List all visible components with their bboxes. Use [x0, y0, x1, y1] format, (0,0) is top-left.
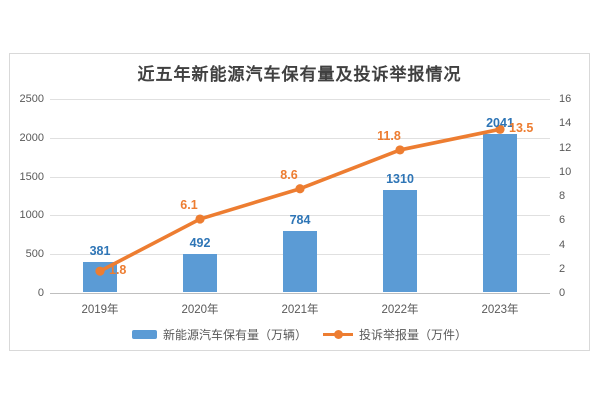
x-axis-label: 2022年 [381, 304, 419, 316]
line-data-label: 8.6 [280, 167, 298, 182]
chart-container: 近五年新能源汽车保有量及投诉举报情况 0 500 1000 1500 2000 2500 0… [9, 53, 590, 351]
bar-2023年 [483, 133, 517, 292]
plot-area [50, 99, 550, 294]
x-axis-line [50, 293, 550, 294]
legend-line-marker-icon [323, 330, 353, 339]
right-axis-tick: 2 [559, 262, 566, 275]
right-axis-tick: 4 [559, 238, 566, 251]
x-axis-label: 2021年 [281, 304, 319, 316]
right-axis-tick: 0 [559, 287, 566, 299]
gridline [50, 215, 550, 217]
right-axis-tick: 14 [559, 117, 572, 130]
bar-data-label: 381 [89, 244, 111, 259]
chart-title: 近五年新能源汽车保有量及投诉举报情况 [137, 65, 462, 84]
bar-2020年 [183, 253, 217, 292]
right-axis-tick: 12 [559, 141, 572, 154]
line-point [195, 214, 205, 224]
legend-item: 投诉举报量（万件） [323, 326, 467, 343]
bar-data-label: 492 [189, 235, 211, 250]
gridline [50, 176, 550, 178]
legend-bar-swatch-icon [131, 330, 157, 339]
legend: 新能源汽车保有量（万辆） 投诉举报量（万件） [10, 326, 589, 343]
x-axis-label: 2020年 [181, 304, 219, 316]
right-axis-tick: 16 [559, 93, 572, 105]
left-axis-tick: 1000 [19, 209, 44, 222]
line-point [395, 145, 405, 155]
legend-label: 投诉举报量（万件） [359, 328, 468, 342]
legend-item: 新能源汽车保有量（万辆） [131, 326, 307, 343]
right-axis-tick: 6 [559, 214, 566, 227]
left-axis-tick: 2500 [19, 93, 44, 105]
bar-data-label: 1310 [386, 172, 414, 187]
line-path [98, 127, 502, 273]
line-point [495, 124, 505, 134]
bar-data-label: 2041 [486, 115, 514, 130]
line-data-label: 13.5 [509, 121, 534, 136]
gridline [50, 137, 550, 139]
left-axis-tick: 500 [25, 248, 44, 261]
gridline [50, 99, 550, 100]
x-axis-label: 2019年 [81, 304, 119, 316]
bar-2022年 [383, 190, 417, 292]
legend-label: 新能源汽车保有量（万辆） [162, 328, 307, 342]
line-point [295, 184, 305, 194]
left-axis-tick: 2000 [19, 131, 44, 144]
line-series [95, 124, 505, 276]
x-axis-label: 2023年 [481, 304, 519, 316]
line-data-label: 6.1 [180, 198, 198, 213]
legend-line-dot [334, 330, 343, 339]
right-axis-tick: 8 [559, 190, 566, 202]
line-data-label: 11.8 [377, 128, 401, 143]
left-axis-tick: 1500 [19, 170, 44, 183]
line-point [95, 266, 105, 276]
right-axis-tick: 10 [559, 165, 572, 178]
bar-data-label: 784 [289, 213, 311, 228]
left-axis-tick: 0 [37, 287, 44, 299]
line-data-label: 1.8 [109, 263, 127, 278]
bar-2021年 [283, 231, 317, 292]
